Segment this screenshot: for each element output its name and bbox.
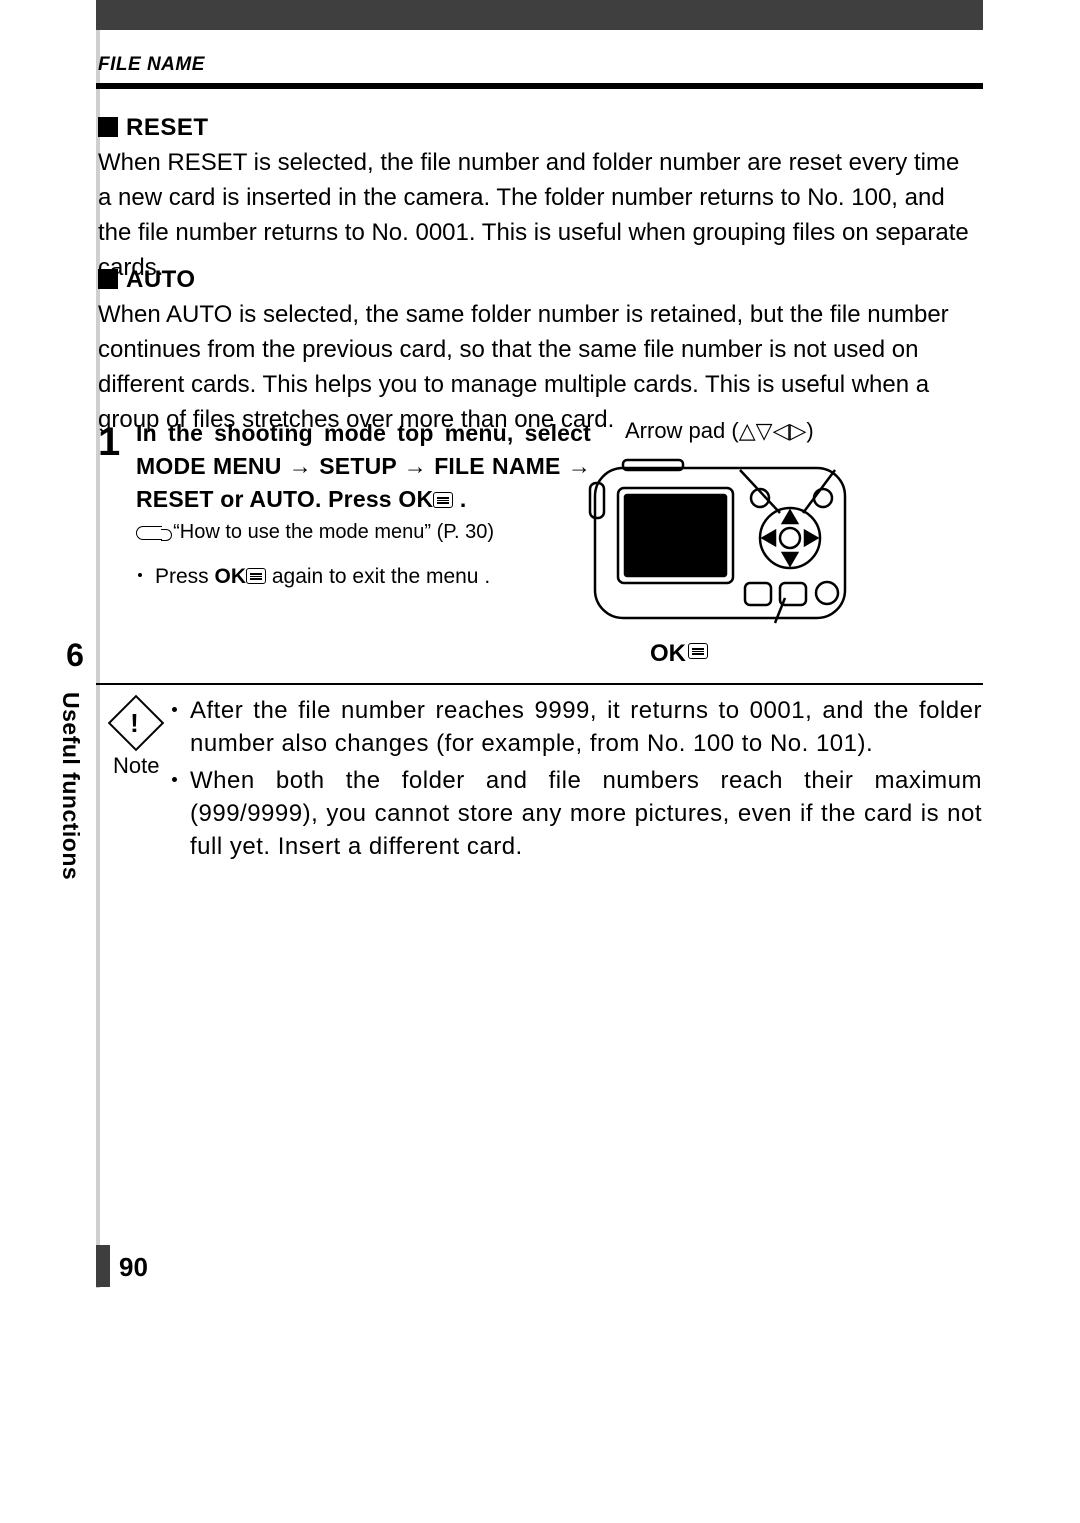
page-number: 90: [119, 1252, 148, 1283]
cross-reference: “How to use the mode menu” (P. 30): [136, 521, 494, 544]
footer-tab: [96, 1245, 110, 1287]
sub-step: Press OK again to exit the menu .: [155, 565, 490, 589]
sub-text-b: again to exit the menu .: [266, 565, 490, 588]
step-file-name: FILE NAME: [434, 453, 560, 479]
reset-title: RESET: [126, 114, 209, 141]
arrow-pad-close: ): [806, 418, 813, 443]
square-bullet-icon: [98, 269, 118, 289]
header-bar: [96, 0, 983, 30]
arrow-pad-text: Arrow pad (: [625, 418, 739, 443]
menu-icon: [688, 643, 708, 659]
chapter-label: Useful functions: [57, 692, 84, 880]
note-icon-block: ! Note: [113, 697, 159, 779]
header-section-label: FILE NAME: [98, 54, 205, 76]
triangle-up-icon: △: [739, 418, 756, 443]
step-number: 1: [98, 420, 120, 465]
ok-label-inline: OK: [398, 486, 433, 512]
bullet-dot-icon: [172, 777, 177, 782]
arrow-right-icon: →: [404, 453, 434, 479]
step-mode-menu: MODE MENU: [136, 453, 282, 479]
bullet-dot-icon: [138, 573, 142, 577]
note-label: Note: [113, 753, 159, 779]
note-item: After the file number reaches 9999, it r…: [172, 694, 982, 760]
square-bullet-icon: [98, 117, 118, 137]
auto-section: AUTO When AUTO is selected, the same fol…: [98, 262, 978, 437]
header-thick-rule: [96, 83, 983, 89]
ok-label-inline: OK: [215, 565, 247, 588]
triangle-right-icon: ▷: [789, 418, 806, 443]
notes-body: After the file number reaches 9999, it r…: [172, 694, 982, 867]
chapter-tab: 6 Useful functions: [57, 637, 93, 880]
sub-text-a: Press: [155, 565, 215, 588]
arrow-pad-caption: Arrow pad (△▽◁▷): [625, 418, 814, 444]
caution-diamond-icon: !: [108, 695, 165, 752]
step-text-1: In the shooting mode top menu, select: [136, 420, 591, 446]
reset-section: RESET When RESET is selected, the file n…: [98, 110, 978, 285]
ref-text: “How to use the mode menu” (P. 30): [173, 521, 494, 543]
bullet-dot-icon: [172, 707, 177, 712]
menu-icon: [433, 492, 453, 508]
note-item: When both the folder and file numbers re…: [172, 764, 982, 863]
triangle-left-icon: ◁: [773, 418, 790, 443]
auto-title: AUTO: [126, 266, 196, 293]
step-instruction: In the shooting mode top menu, select MO…: [136, 417, 591, 516]
step-reset-auto: RESET or AUTO. Press: [136, 486, 398, 512]
ok-text: OK: [650, 640, 686, 667]
arrow-right-icon: →: [289, 453, 319, 479]
triangle-down-icon: ▽: [756, 418, 773, 443]
auto-body: When AUTO is selected, the same folder n…: [98, 301, 949, 433]
separator-rule: [96, 683, 983, 685]
step-setup: SETUP: [319, 453, 396, 479]
manual-page: FILE NAME RESET When RESET is selected, …: [0, 0, 1080, 1523]
chapter-number: 6: [57, 637, 93, 674]
pointer-hand-icon: [136, 526, 162, 540]
camera-back-illustration: [585, 448, 855, 638]
ok-button-caption: OK: [650, 640, 708, 668]
menu-icon: [246, 568, 266, 584]
note-text-1: After the file number reaches 9999, it r…: [190, 697, 982, 757]
note-text-2: When both the folder and file numbers re…: [190, 767, 982, 860]
